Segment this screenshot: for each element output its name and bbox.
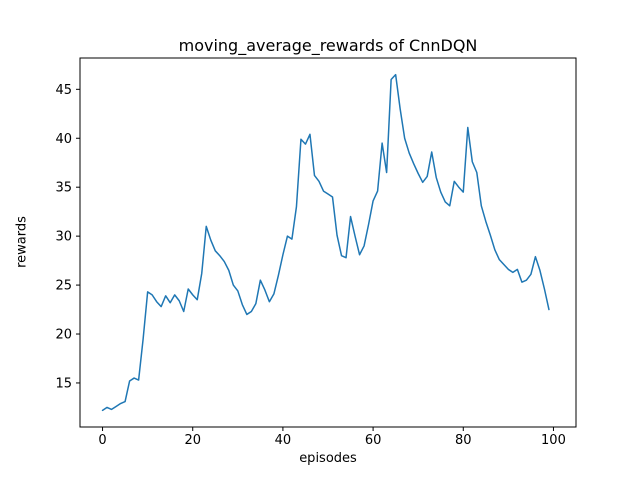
x-tick-label: 80	[455, 433, 472, 448]
chart-title: moving_average_rewards of CnnDQN	[178, 36, 478, 55]
x-tick-label: 100	[541, 433, 566, 448]
x-tick-label: 20	[184, 433, 201, 448]
data-line	[101, 73, 550, 412]
axes-frame	[79, 57, 577, 428]
y-tick-label: 45	[55, 83, 72, 98]
x-axis-label: episodes	[299, 451, 357, 466]
y-tick-label: 25	[55, 279, 72, 294]
y-tick-label: 20	[55, 328, 72, 343]
y-tick-label: 15	[55, 376, 72, 391]
y-tick-label: 30	[55, 230, 72, 245]
y-tick-label: 35	[55, 181, 72, 196]
y-tick-label: 40	[55, 132, 72, 147]
x-tick-label: 0	[98, 433, 106, 448]
y-axis-label: rewards	[14, 216, 30, 268]
x-tick-label: 60	[365, 433, 382, 448]
x-tick-label: 40	[275, 433, 292, 448]
